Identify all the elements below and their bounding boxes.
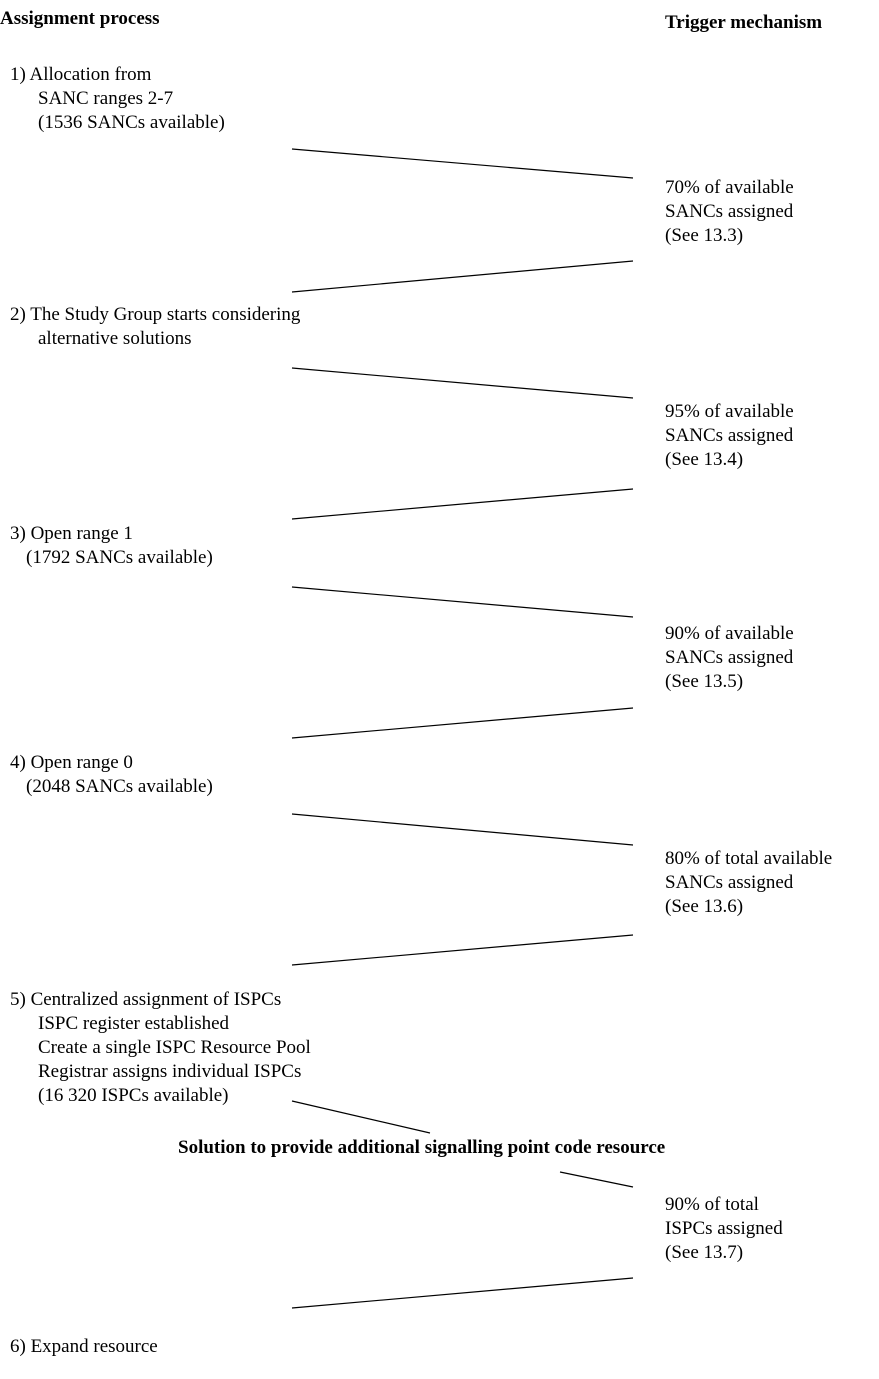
trigger-4-line-2: SANCs assigned — [665, 872, 794, 893]
step-5-line-5: (16 320 ISPCs available) — [38, 1085, 229, 1106]
step-4-line-2: (2048 SANCs available) — [26, 776, 213, 797]
trigger-4-line-1: 80% of total available — [665, 848, 833, 869]
connector-step5-to-banner — [291, 1100, 431, 1134]
trigger-1-line-2: SANCs assigned — [665, 201, 794, 222]
trigger-5-line-3: (See 13.7) — [665, 1242, 744, 1263]
step-3-line-2: (1792 SANCs available) — [26, 547, 213, 568]
step-6-line-1: 6) Expand resource — [10, 1336, 158, 1357]
trigger-2: 95% of available SANCs assigned (See 13.… — [665, 400, 794, 472]
step-1-line-2: SANC ranges 2-7 — [38, 88, 174, 109]
trigger-4: 80% of total available SANCs assigned (S… — [665, 847, 832, 919]
connector-banner-to-trigger5 — [559, 1171, 634, 1188]
trigger-3-line-2: SANCs assigned — [665, 647, 794, 668]
step-1-line-3: (1536 SANCs available) — [38, 112, 225, 133]
step-2-line-2: alternative solutions — [38, 328, 192, 349]
step-3-line-1: 3) Open range 1 — [10, 523, 133, 544]
connector-step2-to-trigger2 — [291, 367, 634, 399]
trigger-2-line-3: (See 13.4) — [665, 449, 744, 470]
assignment-process-heading: Assignment process — [0, 8, 160, 29]
connector-step3-to-trigger3 — [291, 586, 634, 618]
trigger-4-line-3: (See 13.6) — [665, 896, 744, 917]
trigger-mechanism-heading: Trigger mechanism — [665, 12, 823, 33]
step-4: 4) Open range 0 (2048 SANCs available) — [10, 751, 213, 799]
trigger-5-line-1: 90% of total — [665, 1194, 759, 1215]
step-5: 5) Centralized assignment of ISPCs ISPC … — [10, 988, 311, 1108]
step-1: 1) Allocation from SANC ranges 2-7 (1536… — [10, 63, 225, 135]
connector-trigger3-to-step4 — [291, 707, 634, 739]
trigger-3-line-1: 90% of available — [665, 623, 794, 644]
step-4-line-1: 4) Open range 0 — [10, 752, 133, 773]
step-5-line-3: Create a single ISPC Resource Pool — [38, 1037, 311, 1058]
connector-step1-to-trigger1 — [291, 148, 634, 179]
step-2: 2) The Study Group starts considering al… — [10, 303, 300, 351]
step-1-line-1: 1) Allocation from — [10, 64, 152, 85]
step-5-line-1: 5) Centralized assignment of ISPCs — [10, 989, 282, 1010]
step-2-line-1: 2) The Study Group starts considering — [10, 304, 301, 325]
trigger-1: 70% of available SANCs assigned (See 13.… — [665, 176, 794, 248]
trigger-5: 90% of total ISPCs assigned (See 13.7) — [665, 1193, 783, 1265]
trigger-1-line-1: 70% of available — [665, 177, 794, 198]
trigger-2-line-2: SANCs assigned — [665, 425, 794, 446]
solution-banner: Solution to provide additional signallin… — [178, 1137, 666, 1159]
trigger-2-line-1: 95% of available — [665, 401, 794, 422]
step-5-line-4: Registrar assigns individual ISPCs — [38, 1061, 302, 1082]
connector-trigger4-to-step5 — [291, 934, 634, 966]
step-6: 6) Expand resource — [10, 1335, 158, 1359]
step-5-line-2: ISPC register established — [38, 1013, 230, 1034]
connector-trigger2-to-step3 — [291, 488, 634, 520]
step-3: 3) Open range 1 (1792 SANCs available) — [10, 522, 213, 570]
trigger-5-line-2: ISPCs assigned — [665, 1218, 783, 1239]
trigger-3: 90% of available SANCs assigned (See 13.… — [665, 622, 794, 694]
trigger-3-line-3: (See 13.5) — [665, 671, 744, 692]
trigger-1-line-3: (See 13.3) — [665, 225, 744, 246]
connector-trigger1-to-step2 — [291, 260, 634, 293]
connector-trigger5-to-step6 — [291, 1277, 634, 1309]
connector-step4-to-trigger4 — [291, 813, 634, 846]
